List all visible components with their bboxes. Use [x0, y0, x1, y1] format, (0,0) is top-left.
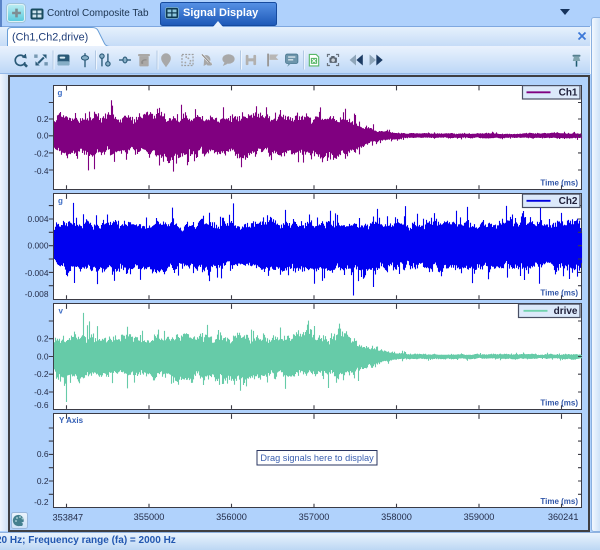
svg-text:353847: 353847 — [53, 513, 84, 523]
svg-text:358000: 358000 — [381, 512, 412, 522]
svg-text:Time (ms): Time (ms) — [540, 179, 578, 188]
svg-text:g: g — [58, 197, 63, 206]
svg-text:-0.4: -0.4 — [34, 166, 49, 176]
svg-text:Y Axis: Y Axis — [59, 416, 84, 425]
svg-text:Drag signals here to display: Drag signals here to display — [260, 453, 374, 463]
svg-text:Time (ms): Time (ms) — [540, 289, 578, 298]
svg-text:Time (ms): Time (ms) — [540, 399, 578, 408]
svg-text:v: v — [59, 307, 64, 316]
svg-text:-0.008: -0.008 — [25, 289, 49, 299]
svg-text:0.2: 0.2 — [37, 476, 49, 486]
svg-text:Ch2: Ch2 — [559, 196, 578, 207]
svg-text:355000: 355000 — [134, 512, 165, 522]
svg-text:359000: 359000 — [464, 512, 495, 522]
svg-text:-0.2: -0.2 — [34, 369, 49, 379]
svg-text:360241: 360241 — [548, 512, 579, 522]
svg-text:-0.2: -0.2 — [34, 497, 49, 507]
svg-text:-0.4: -0.4 — [34, 387, 49, 397]
svg-text:0.2: 0.2 — [37, 334, 49, 344]
svg-text:Time (ms): Time (ms) — [540, 497, 578, 506]
svg-text:0.004: 0.004 — [28, 214, 49, 224]
svg-text:0.6: 0.6 — [37, 449, 49, 459]
svg-text:g: g — [58, 89, 63, 98]
svg-text:357000: 357000 — [299, 512, 330, 522]
svg-text:drive: drive — [554, 306, 578, 317]
svg-text:0.0: 0.0 — [37, 351, 49, 361]
svg-text:-0.2: -0.2 — [34, 148, 49, 158]
svg-text:-0.6: -0.6 — [34, 400, 49, 410]
svg-text:Ch1: Ch1 — [559, 88, 578, 99]
svg-text:-0.004: -0.004 — [25, 268, 49, 278]
svg-text:356000: 356000 — [216, 512, 247, 522]
svg-text:0.0: 0.0 — [37, 131, 49, 141]
svg-text:(Ch1,Ch2,drive): (Ch1,Ch2,drive) — [12, 32, 88, 44]
svg-text:0.000: 0.000 — [28, 241, 49, 251]
svg-text:0.2: 0.2 — [37, 114, 49, 124]
